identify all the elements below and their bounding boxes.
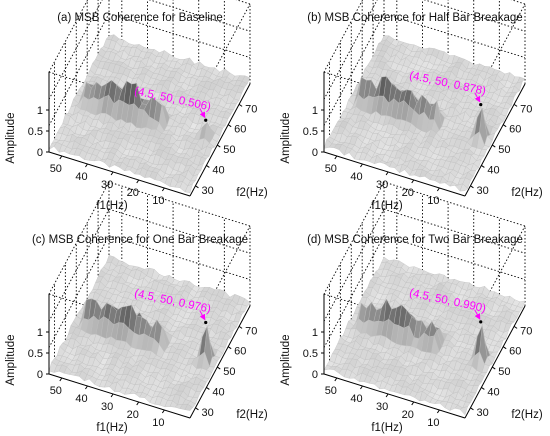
y-tick-label: 50	[498, 144, 510, 156]
axes	[48, 72, 251, 197]
peak-arrow	[474, 309, 481, 320]
peak-arrow	[474, 92, 481, 103]
grid-box	[48, 181, 251, 374]
peak-arrow	[199, 310, 206, 321]
x-tick-label: 50	[325, 163, 337, 175]
x-tick-label: 10	[152, 195, 164, 207]
y-axis-label: f2(Hz)	[511, 187, 542, 199]
y-tick-label: 40	[487, 386, 499, 398]
x-axis-label: f1(Hz)	[371, 200, 402, 212]
chart-panel-1: (a) MSB Coherence for Baseline5040302010…	[5, 0, 268, 212]
y-tick-label: 40	[212, 386, 224, 398]
x-tick-label: 50	[50, 385, 62, 397]
chart-title: (a) MSB Coherence for Baseline	[57, 12, 223, 24]
peak-arrow	[199, 107, 206, 119]
z-tick-label: 1	[312, 105, 318, 117]
x-tick-label: 20	[402, 187, 414, 199]
y-tick-label: 50	[498, 366, 510, 378]
surface	[48, 34, 251, 193]
x-tick-label: 40	[75, 171, 87, 183]
chart-panel-4: (d) MSB Coherence for Two Bar Breakage 50…	[280, 181, 543, 434]
y-axis-label: f2(Hz)	[511, 409, 542, 421]
x-tick-label: 30	[376, 401, 388, 413]
surface	[323, 256, 526, 416]
chart-panel-3: (c) MSB Coherence for One Bar Breakage 50…	[5, 181, 268, 434]
z-tick-label: 0	[312, 147, 318, 159]
axes	[323, 294, 526, 419]
y-tick-label: 60	[234, 346, 246, 358]
y-tick-label: 60	[509, 346, 521, 358]
x-tick-label: 10	[427, 417, 439, 429]
y-tick-label: 30	[476, 407, 488, 419]
x-tick-label: 20	[127, 187, 139, 199]
y-tick-label: 40	[212, 164, 224, 176]
y-tick-label: 30	[476, 185, 488, 197]
y-tick-label: 40	[487, 164, 499, 176]
x-axis-label: f1(Hz)	[96, 422, 127, 434]
z-tick-label: 1	[312, 327, 318, 339]
x-tick-label: 20	[127, 409, 139, 421]
x-tick-label: 40	[350, 393, 362, 405]
y-tick-label: 60	[509, 124, 521, 136]
y-tick-label: 70	[520, 325, 532, 337]
x-tick-label: 10	[427, 195, 439, 207]
z-axis-label: Amplitude	[5, 334, 17, 385]
y-axis-label: f2(Hz)	[236, 409, 267, 421]
y-tick-label: 70	[520, 103, 532, 115]
peak-point	[204, 118, 208, 122]
y-tick-label: 70	[245, 325, 257, 337]
z-axis-label: Amplitude	[280, 112, 292, 163]
surface	[48, 255, 251, 411]
y-tick-label: 30	[201, 407, 213, 419]
x-tick-label: 50	[325, 385, 337, 397]
z-axis-label: Amplitude	[280, 334, 292, 385]
z-tick-label: 0.5	[303, 348, 318, 360]
z-tick-label: 0	[37, 369, 43, 381]
z-tick-label: 1	[37, 105, 43, 117]
y-axis-label: f2(Hz)	[236, 187, 267, 199]
peak-point	[204, 320, 208, 325]
axes	[323, 72, 526, 197]
z-axis-label: Amplitude	[5, 112, 17, 163]
chart-title: (d) MSB Coherence for Two Bar Breakage	[307, 234, 523, 246]
x-axis-label: f1(Hz)	[96, 200, 127, 212]
x-axis-label: f1(Hz)	[371, 422, 402, 434]
z-tick-label: 0.5	[28, 126, 43, 138]
z-tick-label: 1	[37, 327, 43, 339]
chart-panel-2: (b) MSB Coherence for Half Bar Breakage 5…	[280, 0, 543, 212]
x-tick-label: 40	[350, 171, 362, 183]
z-tick-label: 0	[37, 147, 43, 159]
x-tick-label: 40	[75, 393, 87, 405]
y-tick-label: 50	[223, 366, 235, 378]
axes	[48, 294, 251, 419]
y-tick-label: 30	[201, 185, 213, 197]
peak-point	[479, 320, 483, 324]
chart-title: (b) MSB Coherence for Half Bar Breakage	[307, 12, 522, 24]
z-tick-label: 0	[312, 369, 318, 381]
z-tick-label: 0.5	[303, 126, 318, 138]
x-tick-label: 50	[50, 163, 62, 175]
y-tick-label: 70	[245, 103, 257, 115]
x-tick-label: 10	[152, 417, 164, 429]
grid-box	[48, 0, 251, 152]
chart-title: (c) MSB Coherence for One Bar Breakage	[32, 234, 248, 246]
y-tick-label: 60	[234, 124, 246, 136]
surface	[323, 35, 526, 192]
z-tick-label: 0.5	[28, 348, 43, 360]
peak-point	[479, 103, 483, 107]
y-tick-label: 50	[223, 144, 235, 156]
x-tick-label: 20	[402, 409, 414, 421]
x-tick-label: 30	[101, 401, 113, 413]
